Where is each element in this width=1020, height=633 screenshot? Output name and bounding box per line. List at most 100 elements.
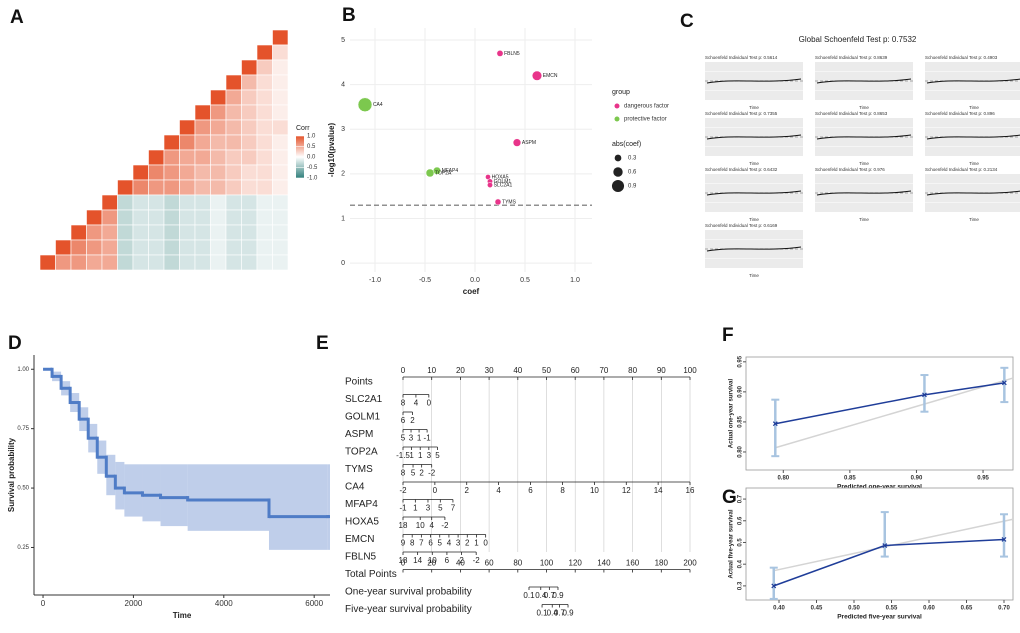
heat-cell (194, 119, 211, 136)
nomo-tick-label: 4 (447, 539, 452, 548)
heat-cell (241, 179, 258, 196)
nomo-tick-label: 5 (401, 434, 406, 443)
point-label: ASPM (522, 140, 536, 146)
y-tick-label: 0.95 (738, 355, 744, 367)
heat-cell (194, 104, 211, 121)
nomo-tick-label: 1 (418, 451, 423, 460)
confidence-band (160, 464, 188, 527)
x-tick-label: 6000 (305, 599, 323, 608)
nomo-tick-label: 6 (445, 556, 450, 565)
heat-cell (241, 164, 258, 181)
axis-title: Time (173, 611, 192, 620)
point-marker (771, 583, 777, 589)
heat-cell (148, 224, 165, 241)
heat-cell (39, 254, 56, 271)
heat-cell (194, 194, 211, 211)
x-tick-label: 0.85 (844, 476, 856, 482)
heat-cell (210, 149, 227, 166)
panel-letter: C (680, 11, 694, 32)
nomo-tick-label: 0.4 (535, 591, 547, 600)
heat-cell (179, 179, 196, 196)
subplot-title: Schoenfeld Individual Test p: 0.4903 (925, 55, 998, 60)
legend-label: protective factor (624, 117, 667, 123)
heat-cell (256, 179, 273, 196)
nomo-tick-label: 18 (399, 556, 408, 565)
heat-cell (86, 254, 103, 271)
y-tick-label: 0.80 (738, 445, 744, 457)
confidence-band (115, 461, 125, 510)
heat-cell (272, 209, 289, 226)
point (494, 198, 502, 206)
point (531, 70, 543, 81)
heat-cell (210, 254, 227, 271)
heat-cell (241, 89, 258, 106)
heat-cell (179, 119, 196, 136)
nomo-tick-label: 2 (465, 539, 470, 548)
nomo-tick-label: 4 (429, 521, 434, 530)
nomo-tick-label: 60 (485, 559, 494, 568)
heat-cell (86, 239, 103, 256)
heat-cell (241, 59, 258, 76)
axis-title: Predicted one-year survival (837, 484, 922, 491)
heat-cell (210, 239, 227, 256)
heat-cell (225, 254, 242, 271)
heat-cell (101, 209, 118, 226)
subplot-x-label: Time (749, 217, 759, 222)
nomo-tick-label: 20 (456, 366, 465, 375)
nomo-tick-label: 0 (483, 539, 488, 548)
nomo-tick-label: 10 (427, 366, 436, 375)
row-name: Points (345, 377, 373, 388)
heat-cell (163, 254, 180, 271)
heat-cell (163, 209, 180, 226)
nomo-tick-label: 4 (414, 399, 419, 408)
heat-cell (132, 254, 149, 271)
y-tick-label: 1.00 (17, 367, 29, 373)
heat-cell (241, 149, 258, 166)
heat-cell (132, 164, 149, 181)
subplot-x-label: Time (749, 273, 759, 278)
point-label: SLC2A1 (494, 182, 513, 188)
subplot-smooth (706, 78, 802, 84)
heat-cell (101, 194, 118, 211)
nomo-tick-label: 4 (496, 486, 501, 495)
point (512, 138, 522, 147)
heat-cell (194, 209, 211, 226)
nomo-tick-label: -2 (399, 486, 407, 495)
heat-cell (256, 224, 273, 241)
nomo-tick-label: 1 (409, 451, 414, 460)
subplot-title: Schoenfeld Individual Test p: 0.2134 (925, 167, 998, 172)
heat-cell (70, 224, 87, 241)
heat-cell (256, 134, 273, 151)
subplot-smooth (926, 190, 1020, 196)
heat-cell (210, 224, 227, 241)
nomo-tick-label: 2 (464, 486, 469, 495)
heat-cell (272, 149, 289, 166)
nomo-tick-label: 3 (456, 539, 461, 548)
nomo-tick-label: 3 (426, 504, 431, 513)
heat-cell (256, 104, 273, 121)
heat-cell (179, 194, 196, 211)
subplot-x-label: Time (749, 161, 759, 166)
heat-cell (256, 209, 273, 226)
x-tick-label: 0.50 (848, 606, 860, 612)
heat-cell (163, 194, 180, 211)
heat-cell (210, 194, 227, 211)
heat-cell (163, 224, 180, 241)
x-tick-label: 0.60 (923, 606, 935, 612)
nomo-tick-label: 1 (417, 434, 422, 443)
nomo-tick-label: 0 (401, 559, 406, 568)
heat-cell (272, 194, 289, 211)
row-name: MFAP4 (345, 499, 378, 510)
y-tick-label: 1 (341, 215, 345, 222)
y-tick-label: 0.7 (738, 494, 744, 503)
nomo-tick-label: 0 (401, 366, 406, 375)
nomo-tick-label: 3 (427, 451, 432, 460)
point (487, 182, 493, 188)
subplot-x-label: Time (969, 217, 979, 222)
heat-cell (210, 134, 227, 151)
heat-cell (194, 254, 211, 271)
heat-cell (272, 164, 289, 181)
heat-cell (210, 89, 227, 106)
subplot-smooth (706, 134, 802, 140)
